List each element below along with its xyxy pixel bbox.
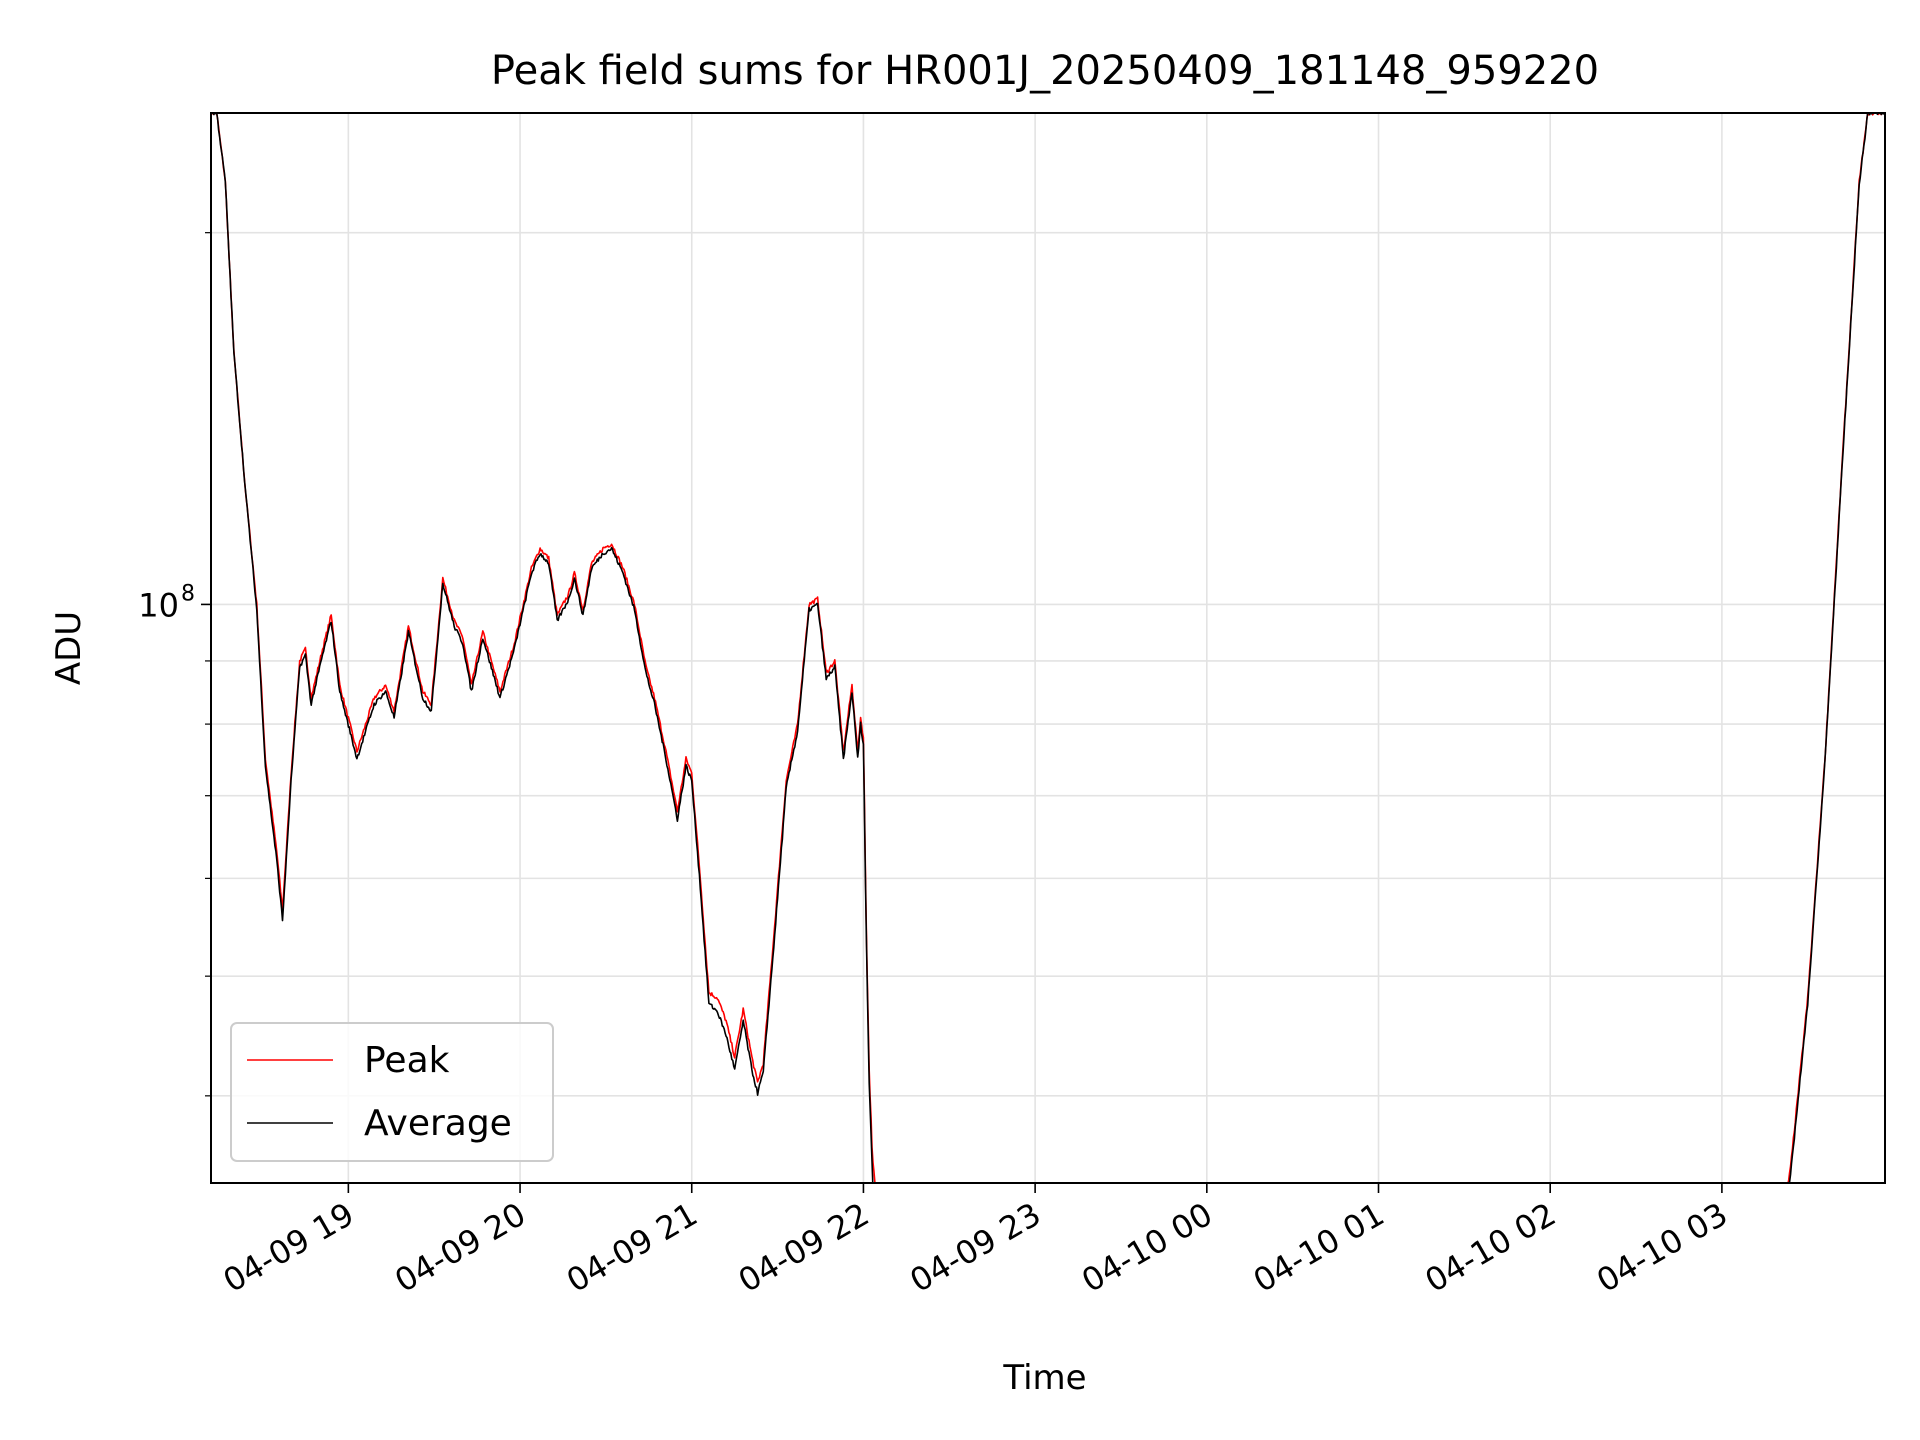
plot-frame	[210, 112, 1886, 1184]
legend-box	[230, 1022, 554, 1162]
y-tick-base: 10	[138, 586, 179, 624]
chart-title: Peak field sums for HR001J_20250409_1811…	[491, 48, 1599, 94]
y-axis-ticks: 10 8	[138, 232, 211, 1097]
grid	[211, 113, 1885, 1183]
y-tick-label: 10	[138, 586, 179, 624]
legend-label-average: Average	[364, 1103, 512, 1144]
legend-label-peak: Peak	[364, 1040, 450, 1081]
series-line-average	[211, 113, 1885, 1183]
series-layer	[211, 113, 1885, 1183]
series-line-peak	[211, 113, 1885, 1183]
y-tick-exponent: 8	[181, 581, 195, 606]
y-axis-label: ADU	[49, 611, 89, 685]
legend: Peak Average	[230, 1022, 554, 1162]
x-axis-label: Time	[1002, 1358, 1086, 1398]
